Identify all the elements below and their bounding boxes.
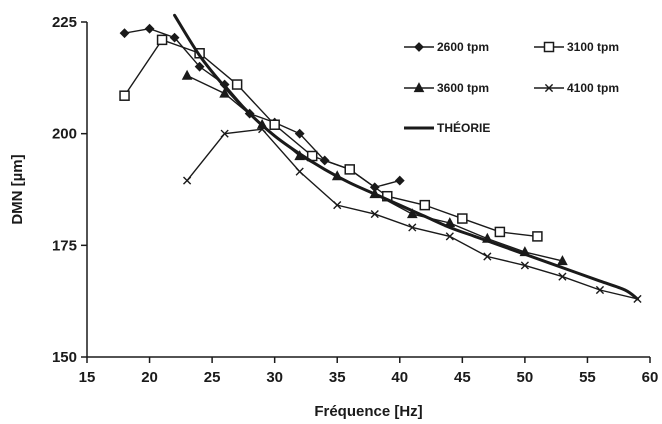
- x-tick-label: 40: [391, 369, 408, 386]
- axes: 15 20 25 30 35 40 45 50 55 60 150 175 200 225: [52, 14, 658, 386]
- series-th-orie: [173, 13, 639, 301]
- data-point-diamond: [119, 28, 130, 39]
- legend-entry: 2600 tpm: [404, 40, 489, 54]
- legend: 2600 tpm 3100 tpm 3600 tpm 4100 tpm THÉORIE: [404, 40, 619, 135]
- x-stroke: [520, 261, 529, 270]
- data-point-diamond: [194, 61, 205, 72]
- x-stroke: [595, 285, 605, 295]
- x-stroke: [483, 252, 492, 261]
- data-point-square: [231, 79, 243, 90]
- series-4100-tpm: [182, 125, 642, 304]
- data-point-x: [182, 176, 192, 185]
- data-point-square: [119, 90, 130, 101]
- series-3600-tpm: [181, 69, 568, 266]
- data-point-x: [520, 261, 529, 270]
- x-tick-label: 30: [266, 369, 283, 386]
- x-tick-label: 60: [642, 369, 659, 386]
- x-axis-label: Fréquence [Hz]: [314, 403, 422, 420]
- series-line: [173, 13, 639, 301]
- x-tick-label: 55: [579, 369, 596, 386]
- data-point-square: [419, 199, 431, 211]
- data-point-x: [220, 129, 229, 138]
- legend-entry: THÉORIE: [404, 120, 490, 135]
- legend-entry: 3600 tpm: [404, 81, 489, 95]
- legend-entry: 3100 tpm: [534, 40, 619, 54]
- series-3100-tpm: [119, 34, 543, 242]
- x-tick-label: 25: [204, 369, 221, 386]
- data-point-square: [532, 231, 543, 242]
- data-point-x: [558, 272, 567, 281]
- data-point-diamond: [144, 23, 155, 34]
- legend-label: THÉORIE: [437, 120, 490, 135]
- x-tick-label: 50: [517, 369, 534, 386]
- x-stroke: [408, 223, 417, 232]
- data-point-triangle: [181, 69, 193, 80]
- series-line: [123, 39, 538, 238]
- y-tick-label: 150: [52, 349, 77, 366]
- y-axis-label: DMN [µm]: [9, 154, 26, 224]
- x-stroke: [370, 209, 379, 219]
- data-point-square: [543, 41, 555, 53]
- x-stroke: [295, 167, 304, 176]
- data-point-square: [457, 213, 468, 224]
- data-point-square: [156, 34, 168, 46]
- data-point-x: [445, 232, 454, 241]
- legend-label: 2600 tpm: [437, 40, 489, 54]
- series-2600-tpm: [119, 23, 405, 193]
- legend-entry: 4100 tpm: [534, 81, 619, 95]
- data-point-square: [344, 164, 355, 175]
- series-line: [124, 27, 400, 189]
- data-point-x: [295, 167, 304, 176]
- y-tick-label: 175: [52, 237, 77, 254]
- data-point-diamond: [294, 128, 305, 139]
- data-point-diamond: [414, 42, 424, 52]
- data-point-x: [408, 223, 417, 232]
- data-point-triangle: [413, 82, 425, 93]
- x-tick-label: 20: [141, 369, 158, 386]
- data-point-triangle: [557, 255, 568, 266]
- legend-label: 4100 tpm: [567, 81, 619, 95]
- x-tick-label: 45: [454, 369, 471, 386]
- data-point-x: [595, 285, 605, 295]
- x-stroke: [220, 129, 229, 138]
- data-point-x: [544, 83, 554, 93]
- x-stroke: [445, 232, 454, 241]
- x-tick-label: 35: [329, 369, 346, 386]
- data-point-x: [370, 209, 379, 219]
- y-tick-label: 200: [52, 126, 77, 143]
- series-layer: [119, 13, 642, 304]
- x-stroke: [182, 176, 192, 185]
- data-point-x: [333, 201, 342, 210]
- data-point-square: [494, 226, 506, 238]
- data-point-triangle: [406, 208, 418, 219]
- x-tick-label: 15: [79, 369, 96, 386]
- data-point-diamond: [394, 175, 405, 186]
- legend-label: 3100 tpm: [567, 40, 619, 54]
- x-stroke: [544, 83, 554, 93]
- data-point-triangle: [219, 87, 230, 98]
- legend-label: 3600 tpm: [437, 81, 489, 95]
- x-stroke: [333, 201, 342, 210]
- data-point-x: [483, 252, 492, 261]
- x-stroke: [558, 272, 567, 281]
- data-point-square: [269, 119, 280, 130]
- data-point-diamond: [169, 32, 180, 43]
- y-tick-label: 225: [52, 14, 77, 31]
